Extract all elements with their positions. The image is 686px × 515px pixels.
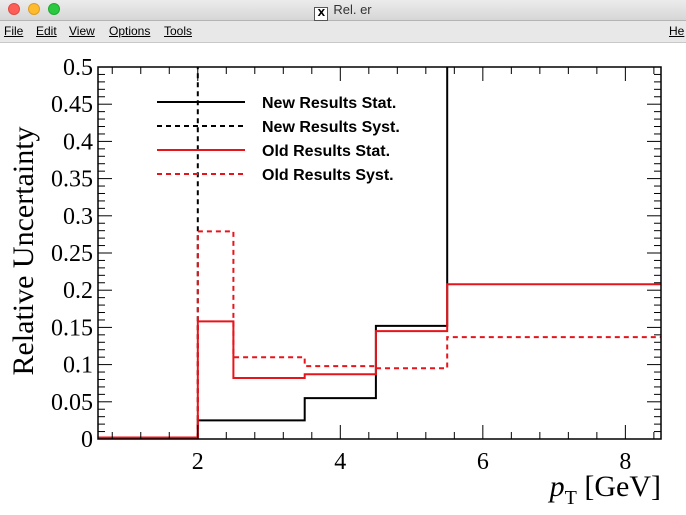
series-line-3 xyxy=(98,283,661,439)
window-titlebar[interactable]: X Rel. er xyxy=(0,0,686,21)
y-tick-label: 0.25 xyxy=(51,241,93,267)
y-tick-label: 0.1 xyxy=(63,353,93,379)
y-tick-label: 0.2 xyxy=(63,278,93,304)
y-tick-label: 0.3 xyxy=(63,204,93,230)
maximize-window-button[interactable] xyxy=(48,3,60,15)
window-title-wrap: X Rel. er xyxy=(0,0,686,21)
x-axis-label-subscript: T xyxy=(565,487,577,509)
axes-layer: 0 0.05 0.1 0.15 0.2 0.25 0.3 0.35 0.4 0.45 0.5 2 4 6 8 xyxy=(51,55,662,475)
menu-tools[interactable]: Tools xyxy=(164,24,193,38)
legend-label-4: Old Results Syst. xyxy=(262,167,394,184)
window-title: Rel. er xyxy=(333,2,372,17)
menu-options[interactable]: Options xyxy=(109,24,151,38)
chart-canvas: 0 0.05 0.1 0.15 0.2 0.25 0.3 0.35 0.4 0.45 0.5 2 4 6 8… xyxy=(0,43,686,515)
legend-label-1: New Results Stat. xyxy=(262,95,396,112)
y-tick-label: 0 xyxy=(81,427,93,453)
y-tick-label: 0.5 xyxy=(63,55,93,81)
minimize-window-button[interactable] xyxy=(28,3,40,15)
x-tick-label: 6 xyxy=(477,449,489,475)
menu-bar: File Edit View Options Tools He xyxy=(0,21,686,43)
legend-label-3: Old Results Stat. xyxy=(262,143,390,160)
y-tick-label: 0.15 xyxy=(51,315,93,341)
y-axis-label: Relative Uncertainty xyxy=(7,126,40,375)
y-tick-label: 0.45 xyxy=(51,92,93,118)
menu-help[interactable]: He xyxy=(669,24,685,38)
x-axis-label-unit: [GeV] xyxy=(577,470,661,503)
canvas-background xyxy=(0,43,686,515)
y-tick-label: 0.05 xyxy=(51,390,93,416)
x11-app-icon: X xyxy=(314,7,329,21)
menu-file[interactable]: File xyxy=(4,24,24,38)
x-axis-label-main: p xyxy=(548,470,565,503)
x-tick-label: 2 xyxy=(192,449,204,475)
close-window-button[interactable] xyxy=(8,3,20,15)
legend: New Results Stat. New Results Syst. Old Re… xyxy=(157,95,400,184)
x-axis-label: pT [GeV] xyxy=(548,470,661,509)
menu-edit[interactable]: Edit xyxy=(36,24,57,38)
legend-label-2: New Results Syst. xyxy=(262,119,400,136)
x-tick-label: 8 xyxy=(619,449,631,475)
series-line-4 xyxy=(98,230,661,439)
menu-view[interactable]: View xyxy=(69,24,95,38)
y-tick-label: 0.4 xyxy=(63,129,93,155)
x-tick-label: 4 xyxy=(334,449,346,475)
y-tick-label: 0.35 xyxy=(51,167,93,193)
